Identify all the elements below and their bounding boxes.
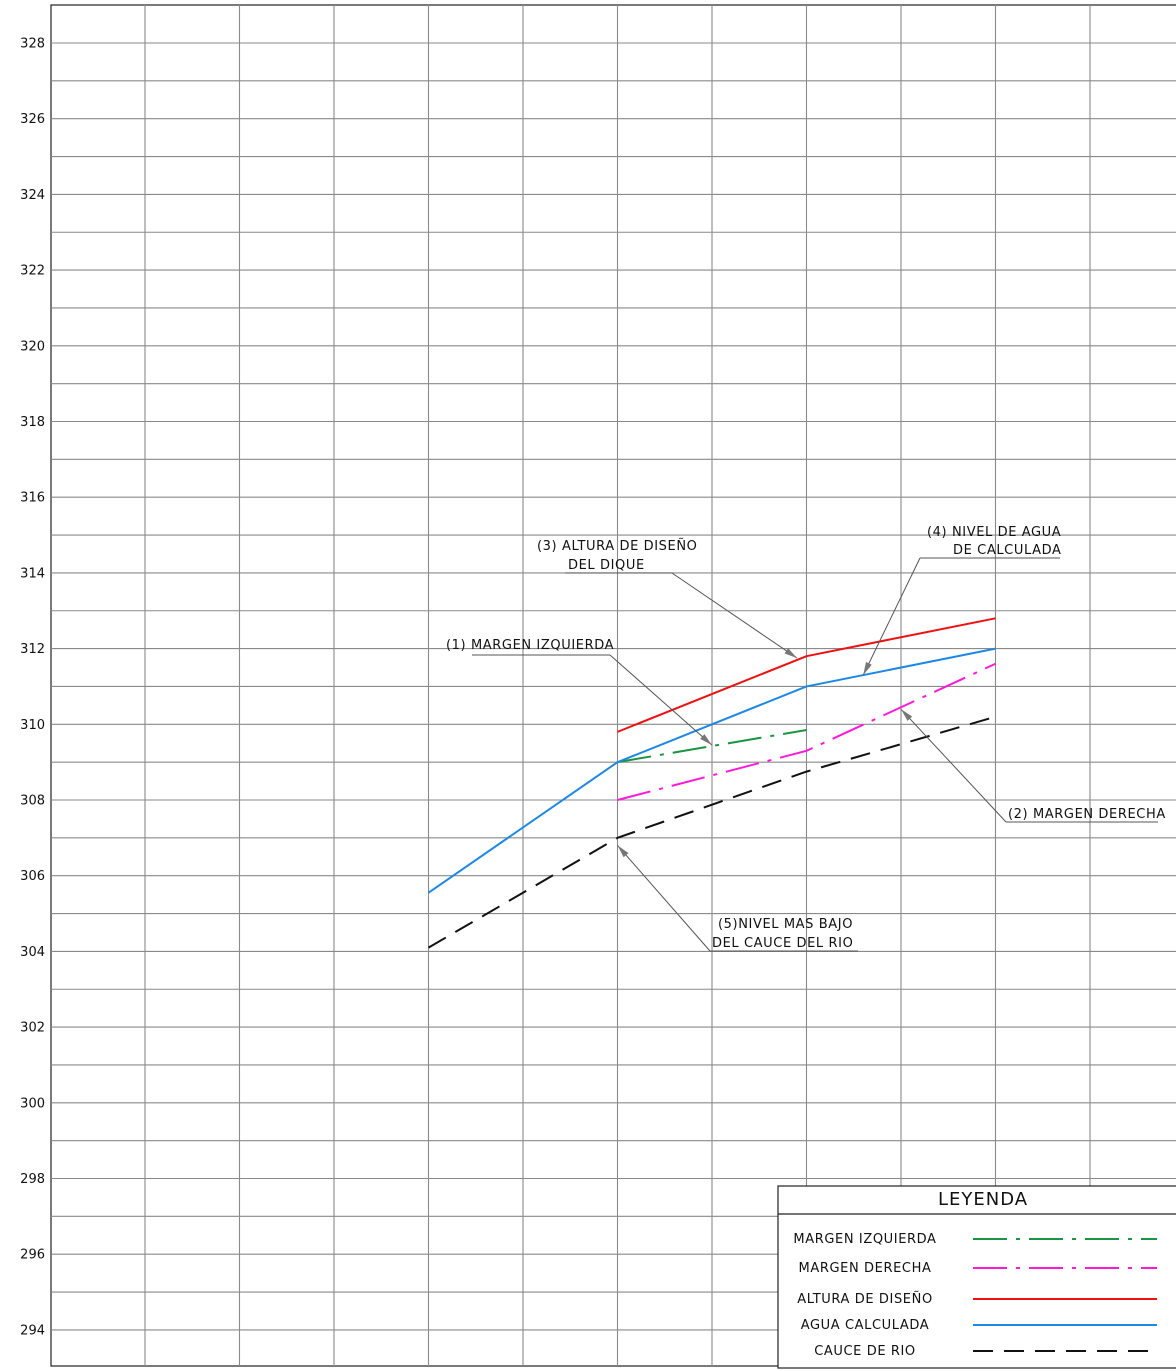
annotation-text: DE CALCULADA bbox=[953, 543, 1061, 558]
y-tick-label: 302 bbox=[20, 1021, 45, 1036]
y-tick-label: 328 bbox=[20, 37, 45, 52]
annotation-text: (5)NIVEL MAS BAJO bbox=[718, 917, 853, 932]
legend: LEYENDA MARGEN IZQUIERDA MARGEN DERECHA AL… bbox=[777, 1185, 1176, 1369]
y-tick-label: 294 bbox=[20, 1323, 45, 1338]
y-tick-label: 316 bbox=[20, 491, 45, 506]
annotation-a4: (4) NIVEL DE AGUA DE CALCULADA bbox=[862, 525, 1061, 676]
annotation-arrowhead bbox=[901, 709, 913, 721]
y-tick-label: 312 bbox=[20, 642, 45, 657]
annotation-arrowhead bbox=[784, 648, 798, 659]
annotation-a1: (1) MARGEN IZQUIERDA bbox=[446, 638, 713, 746]
legend-label: ALTURA DE DISEÑO bbox=[797, 1291, 933, 1307]
annotation-leader bbox=[609, 654, 713, 746]
y-tick-label: 308 bbox=[20, 794, 45, 809]
legend-label: MARGEN DERECHA bbox=[799, 1261, 932, 1276]
annotation-leader bbox=[862, 557, 921, 676]
legend-label: AGUA CALCULADA bbox=[801, 1318, 930, 1333]
series-line-cauce_rio bbox=[427, 715, 996, 949]
annotation-leader bbox=[900, 708, 1007, 823]
series-line-agua_calculada bbox=[427, 647, 996, 894]
series-line-altura_diseno bbox=[617, 617, 996, 733]
y-tick-label: 326 bbox=[20, 112, 45, 127]
y-tick-label: 310 bbox=[20, 718, 45, 733]
legend-title: LEYENDA bbox=[938, 1189, 1028, 1210]
legend-box bbox=[777, 1185, 1176, 1369]
annotation-a5: (5)NIVEL MAS BAJO DEL CAUCE DEL RIO bbox=[617, 845, 858, 952]
annotation-a3: (3) ALTURA DE DISEÑO DEL DIQUE bbox=[537, 538, 798, 659]
annotation-leader bbox=[617, 845, 711, 952]
y-tick-label: 306 bbox=[20, 869, 45, 884]
plot-frame bbox=[50, 4, 1176, 1367]
y-tick-label: 304 bbox=[20, 945, 45, 960]
annotation-arrowhead bbox=[617, 845, 629, 858]
annotation-text: (3) ALTURA DE DISEÑO bbox=[537, 538, 698, 554]
y-tick-label: 320 bbox=[20, 339, 45, 354]
series-line-margen_derecha bbox=[617, 662, 996, 801]
annotation-text: (1) MARGEN IZQUIERDA bbox=[446, 638, 614, 653]
y-tick-labels: 294 296 298 300 302 304 306 308 310 312 314 316 318 3… bbox=[20, 37, 45, 1339]
annotation-text: (4) NIVEL DE AGUA bbox=[927, 525, 1061, 540]
series-layer bbox=[427, 617, 996, 949]
annotation-arrowhead bbox=[700, 734, 712, 746]
annotations-layer: (1) MARGEN IZQUIERDA (2) MARGEN DERECHA (3… bbox=[446, 525, 1166, 952]
annotation-leader bbox=[671, 572, 798, 659]
y-tick-label: 314 bbox=[20, 566, 45, 581]
legend-items: MARGEN IZQUIERDA MARGEN DERECHA ALTURA DE … bbox=[793, 1232, 1157, 1359]
annotation-text: DEL DIQUE bbox=[568, 558, 645, 573]
series-line-margen_izquierda bbox=[617, 728, 807, 764]
annotation-text: (2) MARGEN DERECHA bbox=[1008, 807, 1166, 822]
annotation-a2: (2) MARGEN DERECHA bbox=[900, 708, 1166, 823]
y-tick-label: 322 bbox=[20, 264, 45, 279]
y-tick-label: 300 bbox=[20, 1096, 45, 1111]
y-tick-label: 318 bbox=[20, 415, 45, 430]
legend-label: MARGEN IZQUIERDA bbox=[793, 1232, 936, 1247]
annotation-text: DEL CAUCE DEL RIO bbox=[712, 936, 853, 951]
annotation-arrowhead bbox=[863, 662, 872, 676]
y-tick-label: 296 bbox=[20, 1248, 45, 1263]
legend-label: CAUCE DE RIO bbox=[814, 1344, 916, 1359]
y-tick-label: 298 bbox=[20, 1172, 45, 1187]
y-tick-label: 324 bbox=[20, 188, 45, 203]
